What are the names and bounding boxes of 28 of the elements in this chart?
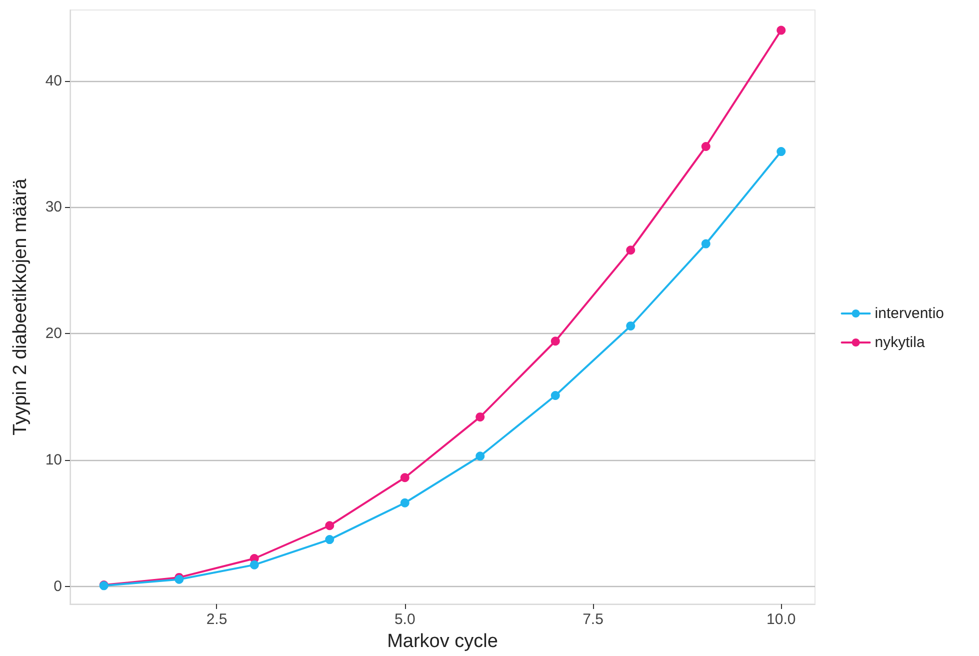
point	[776, 26, 786, 35]
point	[400, 473, 410, 482]
point	[626, 246, 636, 255]
point	[476, 412, 485, 422]
point	[550, 390, 560, 400]
point	[400, 498, 410, 508]
y-axis-title: Tyypin 2 diabeetikkojen määrä	[10, 178, 31, 436]
point	[325, 521, 334, 530]
point	[776, 147, 786, 156]
point	[626, 321, 636, 330]
legend-label: interventio	[874, 305, 944, 322]
x-tick-label: 7.5	[582, 611, 604, 628]
y-tick-label: 40	[45, 72, 62, 90]
x-tick-label: 10.0	[766, 611, 796, 628]
point	[701, 142, 710, 151]
y-tick-label: 10	[45, 451, 62, 468]
point	[550, 336, 560, 346]
y-tick-label: 30	[45, 198, 62, 216]
y-tick-label: 0	[54, 578, 62, 595]
point	[476, 452, 485, 461]
point	[701, 239, 710, 248]
point	[325, 535, 334, 544]
x-tick-label: 5.0	[394, 611, 416, 628]
x-axis-title: Markov cycle	[387, 631, 498, 652]
x-tick-label: 2.5	[206, 611, 228, 628]
point	[250, 560, 259, 570]
legend-label: nykytila	[874, 334, 926, 351]
y-tick-label: 20	[45, 325, 62, 342]
